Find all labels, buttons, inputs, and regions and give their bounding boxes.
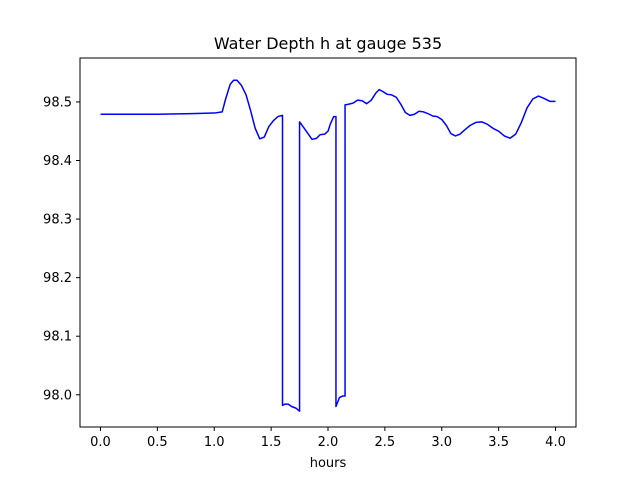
- y-axis: 98.0 98.1 98.2 98.3 98.4 98.5: [43, 95, 80, 403]
- y-tick-label: 98.4: [43, 154, 72, 169]
- x-tick-label: 1.0: [204, 435, 225, 450]
- x-axis: 0.0 0.5 1.0 1.5 2.0 2.5 3.0 3.5 4.0: [90, 427, 566, 450]
- plot-marks: [100, 79, 556, 412]
- y-tick-label: 98.0: [43, 388, 72, 403]
- x-tick-label: 0.0: [90, 435, 111, 450]
- x-tick-label: 3.5: [488, 435, 509, 450]
- series-line-0: [100, 79, 556, 412]
- x-tick-label: 1.5: [261, 435, 282, 450]
- x-tick-label: 4.0: [545, 435, 566, 450]
- x-tick-label: 0.5: [147, 435, 168, 450]
- x-tick-label: 3.0: [431, 435, 452, 450]
- y-tick-label: 98.3: [43, 213, 72, 228]
- x-tick-label: 2.0: [318, 435, 339, 450]
- y-tick-label: 98.5: [43, 95, 72, 110]
- x-axis-label: hours: [310, 456, 347, 471]
- x-tick-label: 2.5: [375, 435, 396, 450]
- chart-title: Water Depth h at gauge 535: [214, 34, 442, 53]
- y-tick-label: 98.1: [43, 330, 72, 345]
- plot-frame: [79, 57, 577, 428]
- y-tick-label: 98.2: [43, 271, 72, 286]
